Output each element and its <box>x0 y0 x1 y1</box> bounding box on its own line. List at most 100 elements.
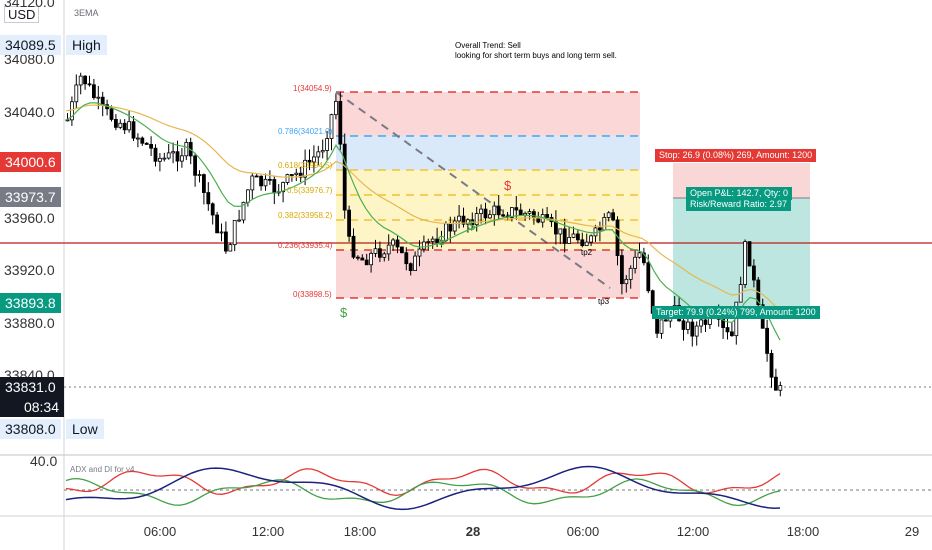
target-label[interactable]: Target: 79.9 (0.24%) 799, Amount: 1200 <box>652 306 820 319</box>
candles <box>65 72 783 397</box>
candle-body <box>584 241 589 247</box>
price-tick: 33880.0 <box>4 315 55 331</box>
candle-body <box>571 233 576 238</box>
price-tick: 33960.0 <box>4 210 55 226</box>
candle-body <box>554 221 558 235</box>
candle-body <box>298 172 303 178</box>
candle-body <box>774 376 778 391</box>
candle-body <box>109 108 114 120</box>
low-price-tag: 33808.0 <box>0 419 61 439</box>
ema-slow-line <box>65 104 781 312</box>
candle-body <box>532 211 536 219</box>
candle-body <box>197 174 202 177</box>
candle-body <box>628 267 633 280</box>
fib-label-0786: 0.786(34021.0) <box>278 127 333 136</box>
candle-body <box>74 84 79 103</box>
fib-trendline[interactable] <box>335 91 611 289</box>
candle-body <box>452 220 457 232</box>
candle-body <box>646 262 651 292</box>
candle-body <box>765 327 769 354</box>
fib-label-0: 0(33898.5) <box>293 290 332 299</box>
candle-body <box>311 156 316 163</box>
buy-signal-marker: $ <box>438 233 446 248</box>
candle-body <box>201 174 206 193</box>
buy-signal-marker: $ <box>468 218 476 233</box>
price-tick: 34040.0 <box>4 104 55 120</box>
candle-body <box>329 114 334 139</box>
candle-body <box>210 203 215 216</box>
time-tick: 18:00 <box>343 524 377 539</box>
candle-body <box>659 319 664 334</box>
candle-body <box>743 241 747 285</box>
candle-body <box>514 207 519 211</box>
candle-body <box>369 253 374 266</box>
indicator-title[interactable]: ADX and DI for v4 <box>70 465 135 474</box>
candle-body <box>114 119 118 128</box>
candle-body <box>140 137 145 144</box>
candle-body <box>606 212 611 218</box>
trend-note-line2: looking for short term buys and long ter… <box>455 51 617 60</box>
candle-body <box>144 142 149 145</box>
fibonacci-retracement[interactable] <box>335 91 640 299</box>
red-level-tag: 34000.6 <box>0 152 61 172</box>
candle-body <box>518 209 523 216</box>
candle-body <box>219 231 224 234</box>
candle-body <box>633 256 637 269</box>
grey-level-tag: 33973.7 <box>0 187 61 207</box>
candle-body <box>135 137 140 140</box>
candle-body <box>465 219 470 225</box>
candle-body <box>377 248 382 258</box>
candle-body <box>509 207 514 218</box>
candle-body <box>294 172 299 175</box>
candle-body <box>347 209 352 237</box>
candle-body <box>184 142 189 157</box>
indicator-name[interactable]: 3EMA <box>74 8 99 18</box>
candle-body <box>496 205 501 216</box>
candle-body <box>307 159 312 163</box>
candle-body <box>637 252 642 258</box>
candle-body <box>342 143 347 211</box>
candle-body <box>725 327 730 333</box>
candle-body <box>223 231 228 252</box>
time-tick: 29 <box>904 524 920 539</box>
low-label: Low <box>66 419 104 439</box>
fib-zone-yellow <box>336 170 640 250</box>
candle-body <box>122 122 127 131</box>
candle-body <box>391 239 396 246</box>
candle-body <box>162 157 167 160</box>
candle-body <box>690 321 695 337</box>
candle-body <box>426 241 431 243</box>
candle-body <box>118 122 123 128</box>
candle-body <box>580 239 585 247</box>
candle-body <box>567 236 571 244</box>
candle-body <box>681 320 686 330</box>
candle-body <box>747 241 752 267</box>
time-tick: 06:00 <box>566 524 600 539</box>
currency-label[interactable]: USD <box>4 6 40 23</box>
candle-body <box>404 252 409 265</box>
candle-body <box>589 235 593 243</box>
open-pl-label[interactable]: Open P&L: 142.7, Qty: 0 <box>686 187 793 200</box>
candle-body <box>778 385 783 391</box>
candle-body <box>461 215 466 225</box>
candle-body <box>483 208 488 219</box>
high-price-tag: 34089.5 <box>0 35 61 55</box>
candle-body <box>285 174 290 183</box>
candle-body <box>523 212 527 216</box>
candle-body <box>259 175 264 187</box>
high-label: High <box>66 35 107 55</box>
candle-body <box>267 178 272 181</box>
teal-level-tag: 33893.8 <box>0 293 61 313</box>
risk-reward-label[interactable]: Risk/Reward Ratio: 2.97 <box>686 198 792 211</box>
candle-body <box>78 75 83 86</box>
candle-body <box>149 144 154 149</box>
candle-body <box>417 248 422 257</box>
candle-body <box>399 246 404 254</box>
candle-body <box>576 233 580 241</box>
candle-body <box>320 150 325 153</box>
candle-body <box>421 241 426 250</box>
candle-body <box>703 319 708 325</box>
candle-body <box>435 238 440 243</box>
stop-label[interactable]: Stop: 26.9 (0.08%) 269, Amount: 1200 <box>655 149 817 162</box>
